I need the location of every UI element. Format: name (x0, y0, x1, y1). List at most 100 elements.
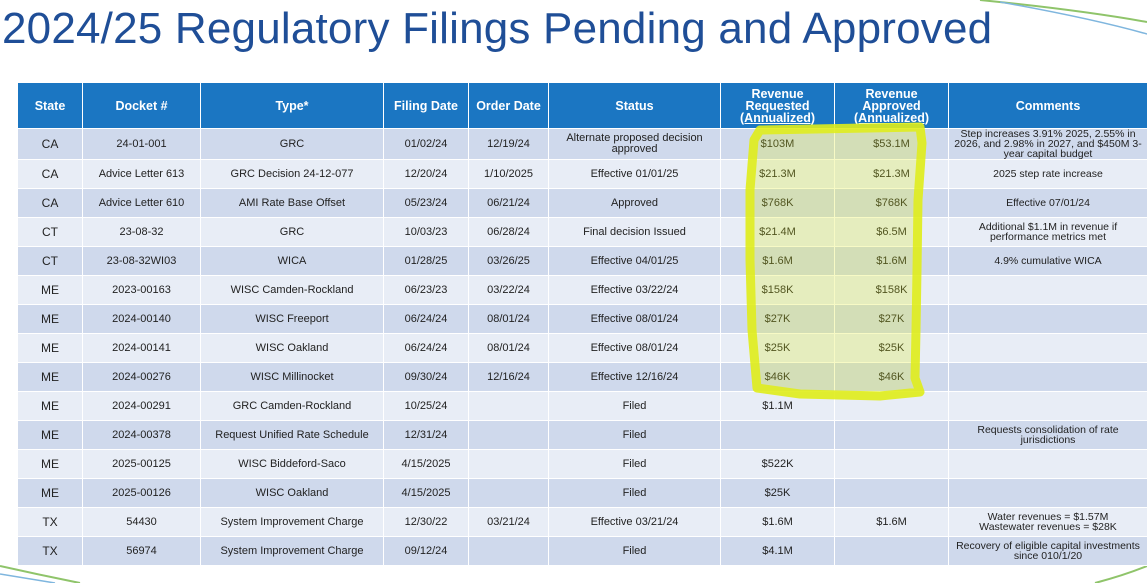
docket-cell: 2024-00276 (82, 362, 201, 392)
docket-cell: 54430 (82, 507, 201, 537)
type-cell: GRC (200, 128, 384, 160)
docket-cell: 23-08-32 (82, 217, 201, 247)
comments-cell: Requests consolidation of rate jurisdict… (948, 420, 1147, 450)
order-date-cell: 03/22/24 (468, 275, 549, 305)
docket-cell: 2025-00126 (82, 478, 201, 508)
status-cell: Effective 03/22/24 (548, 275, 721, 305)
status-cell: Effective 04/01/25 (548, 246, 721, 276)
filings-table: State Docket # Type* Filing Date Order D… (17, 82, 1147, 566)
state-cell: ME (17, 449, 83, 479)
docket-cell: 23-08-32WI03 (82, 246, 201, 276)
revenue-approved-cell: $768K (834, 188, 949, 218)
docket-cell: 24-01-001 (82, 128, 201, 160)
header-docket: Docket # (82, 82, 201, 129)
header-revenue-requested-line-1: Revenue (751, 86, 804, 101)
comments-cell (948, 478, 1147, 508)
docket-cell: 2024-00140 (82, 304, 201, 334)
order-date-cell (468, 478, 549, 508)
type-cell: System Improvement Charge (200, 536, 384, 566)
table-row: ME 2025-00125 WISC Biddeford-Saco 4/15/2025… (17, 449, 1147, 479)
header-revenue-approved-line-3: (Annualized) (854, 110, 929, 125)
revenue-requested-cell: $21.3M (720, 159, 835, 189)
filing-date-cell: 4/15/2025 (383, 449, 469, 479)
type-cell: Request Unified Rate Schedule (200, 420, 384, 450)
type-cell: System Improvement Charge (200, 507, 384, 537)
revenue-approved-cell: $53.1M (834, 128, 949, 160)
type-cell: WISC Biddeford-Saco (200, 449, 384, 479)
filing-date-cell: 01/28/25 (383, 246, 469, 276)
docket-cell: Advice Letter 610 (82, 188, 201, 218)
revenue-requested-cell: $25K (720, 478, 835, 508)
state-cell: ME (17, 478, 83, 508)
filing-date-cell: 09/30/24 (383, 362, 469, 392)
type-cell: WISC Oakland (200, 478, 384, 508)
docket-cell: 2025-00125 (82, 449, 201, 479)
order-date-cell (468, 420, 549, 450)
status-cell: Filed (548, 478, 721, 508)
state-cell: CA (17, 188, 83, 218)
table-row: CT 23-08-32WI03 WICA 01/28/25 03/26/25 Effect… (17, 246, 1147, 276)
status-cell: Final decision Issued (548, 217, 721, 247)
state-cell: CA (17, 128, 83, 160)
order-date-cell (468, 449, 549, 479)
comments-cell (948, 391, 1147, 421)
comments-cell (948, 362, 1147, 392)
revenue-requested-cell: $1.6M (720, 507, 835, 537)
order-date-cell: 12/19/24 (468, 128, 549, 160)
revenue-requested-cell: $1.6M (720, 246, 835, 276)
status-cell: Approved (548, 188, 721, 218)
revenue-approved-cell (834, 536, 949, 566)
comments-cell: 2025 step rate increase (948, 159, 1147, 189)
state-cell: ME (17, 304, 83, 334)
comments-cell (948, 333, 1147, 363)
order-date-cell (468, 391, 549, 421)
type-cell: WISC Millinocket (200, 362, 384, 392)
status-cell: Effective 08/01/24 (548, 304, 721, 334)
table-body: CA 24-01-001 GRC 01/02/24 12/19/24 Alternate … (17, 128, 1147, 566)
filing-date-cell: 06/24/24 (383, 304, 469, 334)
header-revenue-approved-line-1: Revenue (865, 86, 918, 101)
state-cell: ME (17, 362, 83, 392)
header-revenue-requested-line-3: (Annualized) (740, 110, 815, 125)
header-comments: Comments (948, 82, 1147, 129)
state-cell: ME (17, 333, 83, 363)
table-row: TX 54430 System Improvement Charge 12/30/22… (17, 507, 1147, 537)
table-row: ME 2024-00141 WISC Oakland 06/24/24 08/01/24… (17, 333, 1147, 363)
revenue-approved-cell: $1.6M (834, 507, 949, 537)
header-type: Type* (200, 82, 384, 129)
table-row: ME 2025-00126 WISC Oakland 4/15/2025 Filed $2… (17, 478, 1147, 508)
header-state: State (17, 82, 83, 129)
header-order-date: Order Date (468, 82, 549, 129)
state-cell: TX (17, 507, 83, 537)
comments-cell (948, 304, 1147, 334)
docket-cell: 2024-00141 (82, 333, 201, 363)
header-status: Status (548, 82, 721, 129)
page-title: 2024/25 Regulatory Filings Pending and A… (2, 4, 993, 53)
header-revenue-approved: Revenue Approved (Annualized) (834, 82, 949, 129)
header-revenue-approved-line-2: Approved (862, 98, 921, 113)
status-cell: Effective 01/01/25 (548, 159, 721, 189)
revenue-requested-cell: $768K (720, 188, 835, 218)
filing-date-cell: 10/25/24 (383, 391, 469, 421)
status-cell: Effective 12/16/24 (548, 362, 721, 392)
order-date-cell: 03/21/24 (468, 507, 549, 537)
state-cell: ME (17, 275, 83, 305)
order-date-cell: 06/21/24 (468, 188, 549, 218)
revenue-approved-cell: $21.3M (834, 159, 949, 189)
type-cell: WICA (200, 246, 384, 276)
table-row: CA Advice Letter 610 AMI Rate Base Offset 0… (17, 188, 1147, 218)
order-date-cell: 06/28/24 (468, 217, 549, 247)
type-cell: GRC Decision 24-12-077 (200, 159, 384, 189)
comments-cell: Step increases 3.91% 2025, 2.55% in 2026… (948, 128, 1147, 160)
status-cell: Effective 03/21/24 (548, 507, 721, 537)
filing-date-cell: 12/20/24 (383, 159, 469, 189)
table-row: ME 2024-00140 WISC Freeport 06/24/24 08/01/2… (17, 304, 1147, 334)
docket-cell: 2024-00291 (82, 391, 201, 421)
filing-date-cell: 09/12/24 (383, 536, 469, 566)
status-cell: Filed (548, 420, 721, 450)
revenue-approved-cell: $1.6M (834, 246, 949, 276)
comments-cell: Water revenues = $1.57M Wastewater reven… (948, 507, 1147, 537)
revenue-requested-cell: $25K (720, 333, 835, 363)
header-revenue-requested-line-2: Requested (745, 98, 810, 113)
revenue-requested-cell: $522K (720, 449, 835, 479)
